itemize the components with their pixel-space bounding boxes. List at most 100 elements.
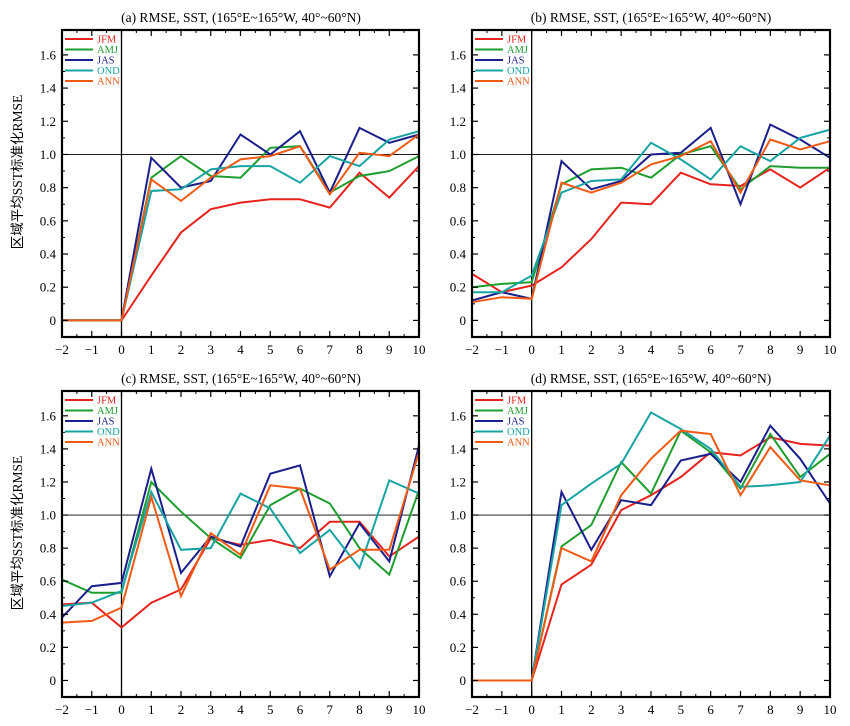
panel-c-plot: −2 −1 0 1 2 3 4 5 6 7 8 9 10 0 0.2 0.4 0.6 0.8 1.0 1.2 1.4 1.… — [40, 389, 426, 717]
y-tick-label: 1.4 — [40, 441, 57, 456]
legend-label-ann: ANN — [507, 77, 530, 88]
y-axis-label-top: 区域平均SST标准化RMSE — [10, 95, 25, 250]
x-tick-label: 10 — [824, 702, 837, 717]
x-tick-label: 1 — [558, 342, 565, 357]
x-tick-label: −1 — [495, 702, 509, 717]
legend-label-jfm: JFM — [97, 396, 117, 407]
x-tick-label: 1 — [148, 702, 155, 717]
x-tick-label: 10 — [413, 702, 426, 717]
legend-label-ond: OND — [507, 427, 530, 438]
y-tick-label: 1.0 — [450, 147, 466, 162]
x-tick-label: 7 — [327, 342, 334, 357]
panel-b: (b) RMSE, SST, (165°E~165°W, 40°~60°N) −… — [450, 10, 837, 357]
x-tick-label: 8 — [356, 702, 363, 717]
x-tick-label: 1 — [148, 342, 155, 357]
series-line-amj — [61, 480, 420, 594]
x-tick-label: 2 — [178, 702, 185, 717]
x-tick-label: 3 — [208, 342, 215, 357]
x-tick-label: 4 — [648, 342, 655, 357]
x-tick-label: 8 — [356, 342, 363, 357]
legend-label-jfm: JFM — [507, 396, 527, 407]
x-tick-label: 0 — [528, 702, 535, 717]
series-line-jfm — [62, 165, 420, 322]
legend-label-ann: ANN — [507, 438, 530, 449]
x-tick-label: −2 — [55, 702, 69, 717]
y-tick-label: 0 — [50, 313, 57, 328]
x-tick-label: 5 — [267, 702, 274, 717]
series-line-ond — [472, 128, 831, 294]
y-tick-label: 0 — [50, 673, 57, 688]
series-line-amj — [62, 145, 420, 322]
y-tick-label: 0.2 — [40, 280, 56, 295]
x-tick-label: 6 — [707, 702, 714, 717]
y-tick-label: 1.2 — [40, 114, 56, 129]
x-tick-label: 0 — [118, 342, 125, 357]
legend-label-jas: JAS — [97, 417, 115, 428]
x-tick-label: 3 — [618, 342, 625, 357]
legend-label-ond: OND — [97, 66, 120, 77]
series-line-ann — [472, 429, 831, 682]
legend-label-ann: ANN — [97, 438, 120, 449]
x-tick-label: 5 — [267, 342, 274, 357]
series-line-ond — [61, 478, 420, 607]
x-tick-label: 8 — [767, 342, 774, 357]
x-tick-label: 10 — [413, 342, 426, 357]
panel-b-plot: −2 −1 0 1 2 3 4 5 6 7 8 9 10 0 0.2 0.4 0.6 0.8 1.0 1.2 1.4 1.… — [450, 28, 837, 357]
x-tick-label: 9 — [797, 702, 804, 717]
x-tick-label: −2 — [465, 702, 479, 717]
y-tick-label: 1.4 — [40, 81, 57, 96]
y-tick-label: 1.2 — [450, 474, 466, 489]
y-tick-label: 1.6 — [40, 408, 57, 423]
x-tick-label: −1 — [495, 342, 509, 357]
x-tick-label: 0 — [118, 702, 125, 717]
y-tick-label: 1.0 — [40, 147, 56, 162]
y-tick-label: 1.0 — [40, 508, 56, 523]
legend-label-jas: JAS — [97, 56, 115, 67]
y-tick-label: 0.8 — [450, 541, 466, 556]
series-line-jas — [471, 123, 831, 302]
x-tick-label: −2 — [465, 342, 479, 357]
x-tick-label: 4 — [237, 342, 244, 357]
series-line-amj — [472, 429, 831, 682]
y-tick-label: 0.8 — [40, 180, 56, 195]
x-tick-label: 2 — [588, 702, 595, 717]
y-tick-label: 0.4 — [450, 247, 467, 262]
x-tick-label: 9 — [386, 702, 393, 717]
x-tick-label: 2 — [178, 342, 185, 357]
x-tick-label: 3 — [618, 702, 625, 717]
y-tick-label: 0.2 — [450, 640, 466, 655]
series-line-jfm — [61, 520, 420, 629]
y-tick-label: 0.2 — [450, 280, 466, 295]
legend-label-amj: AMJ — [507, 45, 528, 56]
panel-a-plot: −2 −1 0 1 2 3 4 5 6 7 8 9 10 0 0.2 0.4 0.6 0.8 1.0 1.2 1.4 1.… — [40, 28, 426, 357]
x-tick-label: 2 — [588, 342, 595, 357]
x-tick-label: 4 — [237, 702, 244, 717]
y-tick-label: 1.4 — [450, 81, 467, 96]
y-tick-label: 0.6 — [450, 574, 467, 589]
x-tick-label: −2 — [55, 342, 69, 357]
series-line-jas — [61, 445, 420, 619]
legend-label-ond: OND — [507, 66, 530, 77]
legend-label-amj: AMJ — [507, 406, 528, 417]
y-tick-label: 1.6 — [450, 408, 467, 423]
y-tick-label: 1.6 — [40, 47, 57, 62]
panel-c: (c) RMSE, SST, (165°E~165°W, 40°~60°N) −… — [40, 371, 426, 717]
legend-label-jas: JAS — [507, 56, 525, 67]
series-line-jfm — [472, 436, 831, 682]
panel-c-title: (c) RMSE, SST, (165°E~165°W, 40°~60°N) — [121, 371, 361, 386]
y-tick-label: 0 — [460, 313, 467, 328]
legend-label-jfm: JFM — [507, 35, 527, 46]
x-tick-label: 3 — [208, 702, 215, 717]
x-tick-label: 7 — [327, 702, 334, 717]
y-tick-label: 0.4 — [40, 607, 57, 622]
series-line-jfm — [471, 166, 831, 294]
y-tick-label: 1.0 — [450, 508, 466, 523]
x-tick-label: 0 — [528, 342, 535, 357]
y-axis-label-bottom: 区域平均SST标准化RMSE — [10, 456, 25, 611]
y-tick-label: 1.6 — [450, 47, 467, 62]
panel-a: (a) RMSE, SST, (165°E~165°W, 40°~60°N) −… — [40, 10, 426, 357]
x-tick-label: 5 — [678, 342, 685, 357]
